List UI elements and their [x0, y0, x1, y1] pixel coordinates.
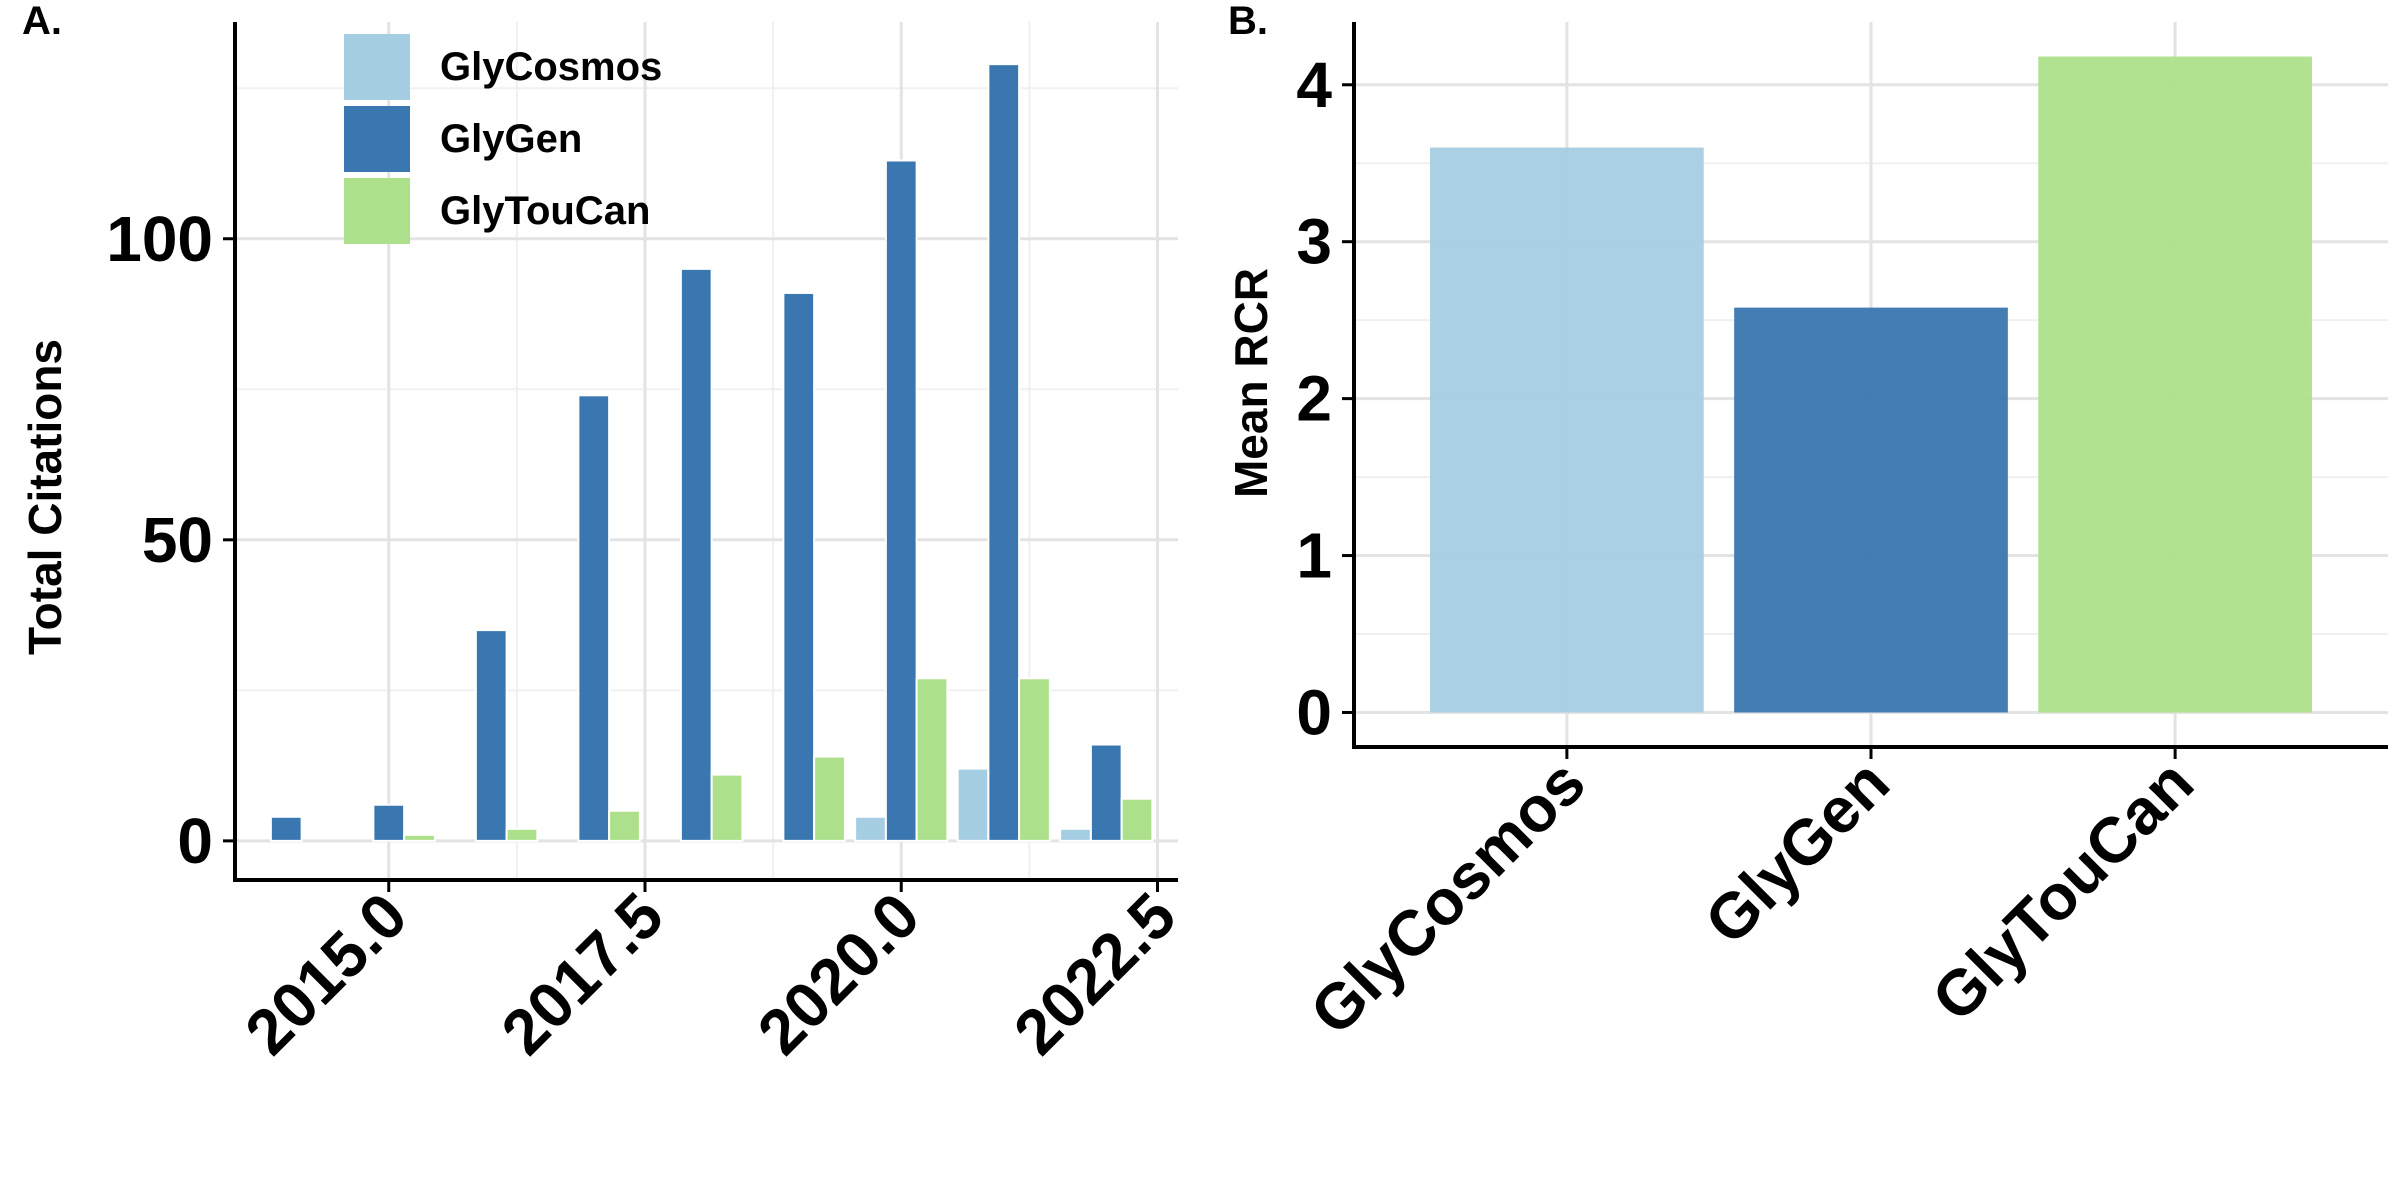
- panel-a-bar-glytoucan-2020: [915, 677, 949, 842]
- panel-a-bar-glycosmos-2022: [1059, 827, 1092, 842]
- panel-a-x-tick-label: 2022.5: [1000, 879, 1189, 1068]
- panel-a-y-tick-label: 0: [177, 805, 213, 877]
- panel-a-bar-glycosmos-2020: [854, 815, 887, 842]
- panel-b-bar-glygen: [1734, 307, 2008, 713]
- panel-a-bar-glygen-2022: [1089, 743, 1123, 842]
- panel-a-x-tick-label: 2015.0: [231, 879, 420, 1068]
- panel-a-bar-glycosmos-2021: [956, 767, 990, 842]
- panel-a-legend-label-glygen: GlyGen: [440, 117, 582, 161]
- panel-a-bar-glytoucan-2018: [710, 773, 744, 842]
- panel-b-y-tick-label: 1: [1296, 520, 1332, 592]
- panel-a-bar-glytoucan-2021: [1018, 677, 1051, 842]
- panel-b-x-tick-label: GlyCosmos: [1296, 746, 1598, 1048]
- panel-a-bar-glytoucan-2015: [403, 833, 436, 842]
- panel-a-citations-chart: A. 0 50 100 2015.0 2017.5 2020.0 2022.5 Total …: [19, 0, 1189, 1068]
- panel-b-y-tick-label: 4: [1296, 49, 1332, 121]
- panel-a-x-tick-label: 2020.0: [744, 879, 933, 1068]
- panel-b-y-tick-label: 0: [1296, 676, 1332, 748]
- panel-b-y-axis-title: Mean RCR: [1225, 268, 1277, 498]
- panel-a-legend-label-glycosmos: GlyCosmos: [440, 45, 662, 89]
- panel-b-label: B.: [1228, 0, 1268, 43]
- panel-b-x-tick-label: GlyGen: [1691, 746, 1903, 958]
- panel-a-legend-swatch-glytoucan: [344, 178, 410, 244]
- panel-a-axes: [233, 22, 1178, 882]
- panel-a-bar-glygen-2016: [474, 629, 508, 842]
- panel-a-label: A.: [22, 0, 62, 43]
- panel-a-bar-glygen-2021: [987, 63, 1021, 842]
- panel-b-bar-glytoucan: [2038, 56, 2312, 713]
- panel-a-bar-glygen-2018: [679, 267, 713, 842]
- panel-a-y-tick-label: 100: [106, 203, 213, 275]
- panel-a-legend: GlyCosmos GlyGen GlyTouCan: [344, 34, 662, 244]
- panel-a-bar-glygen-2020: [884, 159, 918, 842]
- panel-b-bars: [1430, 56, 2312, 713]
- panel-b-x-tick-label: GlyTouCan: [1918, 746, 2207, 1035]
- panel-a-bar-glytoucan-2016: [505, 827, 539, 842]
- panel-a-bar-glytoucan-2017: [608, 809, 641, 842]
- panel-b-rcr-chart: B. 0 1 2 3 4 GlyCosmos GlyGen GlyTouCan Mean RC…: [1225, 0, 2388, 1048]
- panel-b-bar-glycosmos: [1430, 147, 1704, 713]
- panel-a-bar-glygen-2015: [372, 803, 406, 842]
- panel-a-x-tick-label: 2017.5: [488, 879, 677, 1068]
- panel-a-y-axis-title: Total Citations: [19, 339, 71, 655]
- panel-a-bar-glytoucan-2022: [1120, 797, 1154, 842]
- panel-a-bar-glygen-2019: [782, 291, 816, 842]
- panel-a-bar-glytoucan-2019: [813, 755, 846, 842]
- panel-a-legend-swatch-glygen: [344, 106, 410, 172]
- panel-a-bars: [269, 63, 1154, 842]
- panel-a-y-tick-label: 50: [142, 504, 213, 576]
- panel-a-legend-label-glytoucan: GlyTouCan: [440, 189, 650, 233]
- panel-a-bar-glygen-2017: [577, 394, 611, 842]
- panel-a-legend-swatch-glycosmos: [344, 34, 410, 100]
- panel-b-y-tick-label: 3: [1296, 206, 1332, 278]
- panel-b-axes: [1352, 22, 2388, 749]
- panel-b-y-tick-label: 2: [1296, 363, 1332, 435]
- panel-a-bar-glygen-2014: [269, 815, 303, 842]
- panel-a-ticks: 0 50 100 2015.0 2017.5 2020.0 2022.5: [106, 203, 1189, 1069]
